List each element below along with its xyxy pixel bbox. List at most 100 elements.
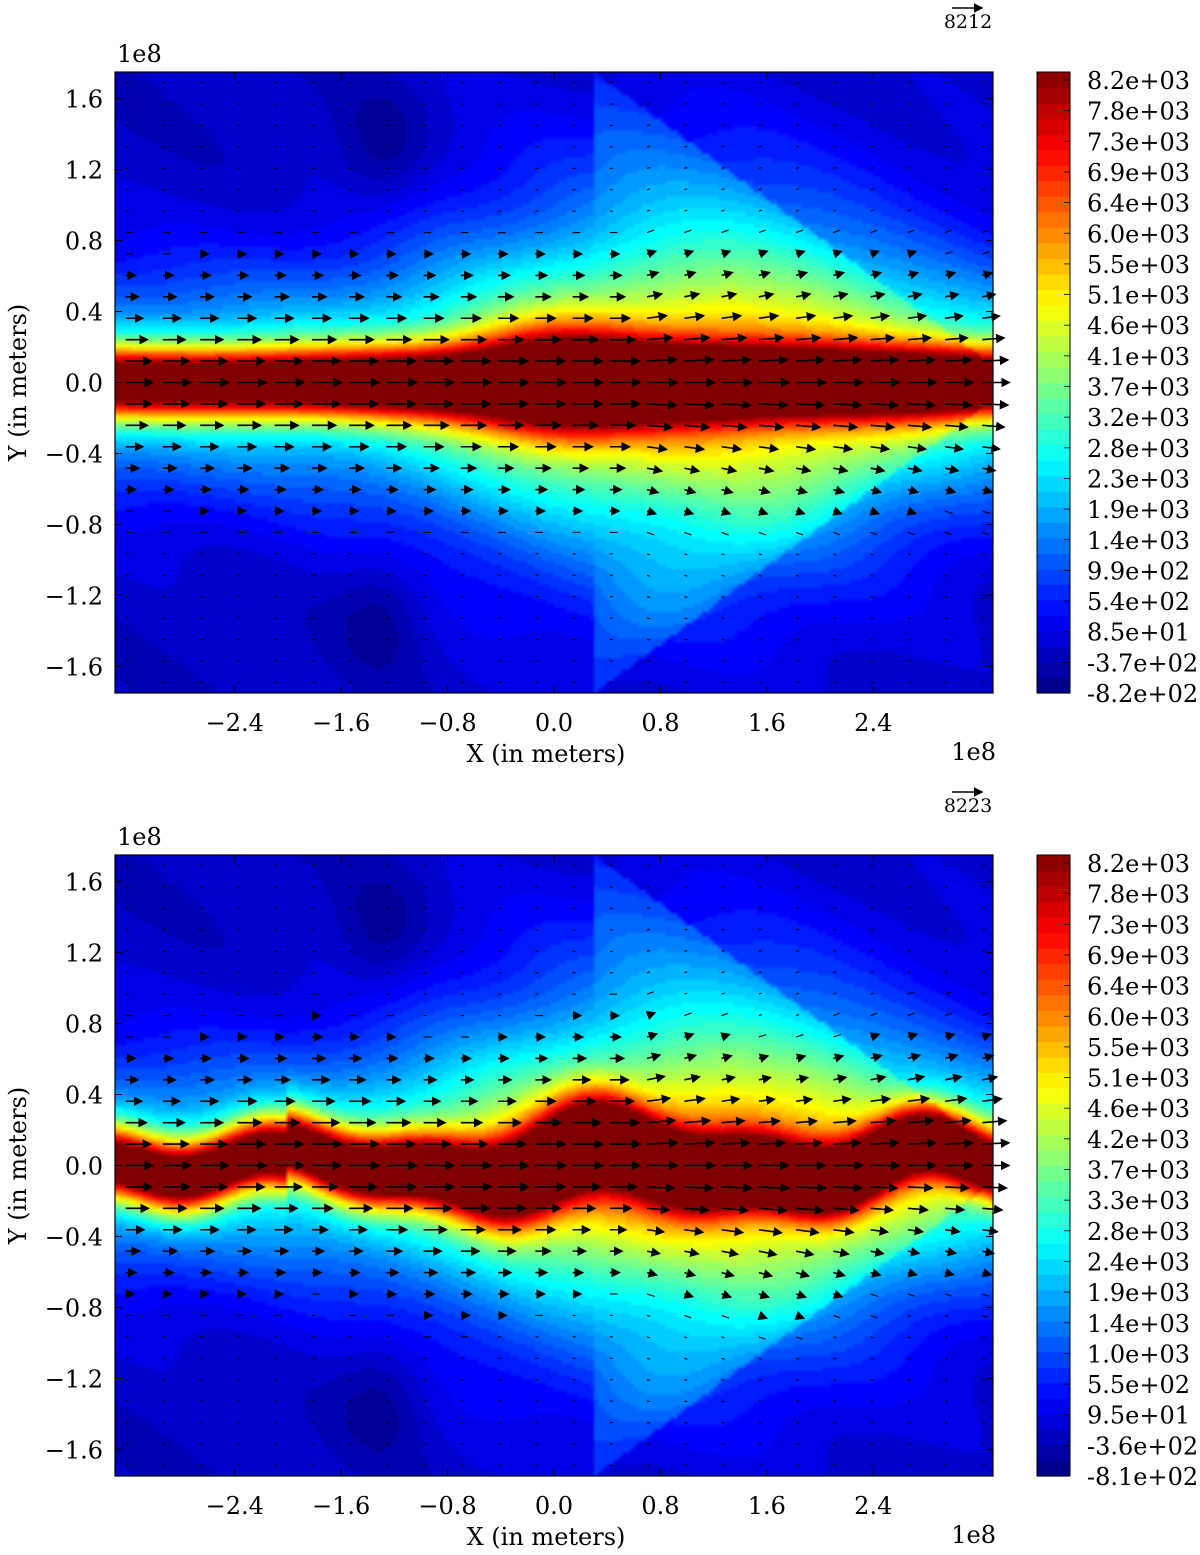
- quiver-arrow: [646, 1268, 659, 1278]
- quiver-arrow: [721, 290, 738, 301]
- quiver-arrow: [944, 1247, 958, 1257]
- colorbar-level: [1037, 87, 1070, 104]
- quiver-arrow: [833, 1336, 837, 1339]
- quiver-arrow: [870, 1293, 879, 1297]
- colorbar-level: [1037, 1413, 1070, 1431]
- quiver-arrow: [758, 1034, 767, 1038]
- quiver-arrow: [721, 464, 738, 475]
- quiver-arrow: [646, 209, 651, 212]
- quiver-arrow: [684, 269, 697, 280]
- quiver-arrow: [684, 1012, 692, 1017]
- colorbar-level: [1037, 917, 1070, 934]
- quiver-arrow: [646, 971, 651, 974]
- quiver-arrow: [833, 333, 859, 344]
- quiver-arrow: [982, 1357, 986, 1360]
- quiver-arrow: [646, 1357, 651, 1360]
- quiver-arrow: [944, 574, 949, 577]
- colorbar-level: [1037, 1460, 1070, 1477]
- quiver-arrow: [870, 531, 878, 536]
- quiver-arrow: [982, 1116, 1008, 1127]
- colorbar-level: [1037, 1320, 1070, 1337]
- quiver-arrow: [870, 574, 874, 577]
- quiver-arrow: [833, 1268, 847, 1279]
- quiver-arrow: [907, 291, 923, 301]
- quiver-arrow: [982, 1225, 999, 1236]
- quiver-arrow: [796, 145, 800, 148]
- colorbar-level: [1037, 1398, 1070, 1415]
- quiver-arrow: [870, 1357, 874, 1360]
- colorbar-tick-label: 2.4e+03: [1087, 1248, 1190, 1276]
- quiver-arrow: [907, 145, 911, 148]
- quiver-arrow: [684, 167, 688, 169]
- colorbar-level: [1037, 677, 1070, 694]
- quiver-arrow: [684, 531, 692, 536]
- quiver-arrow: [795, 1034, 804, 1038]
- colorbar-tick-label: 2.3e+03: [1087, 465, 1190, 493]
- colorbar-level: [1037, 444, 1070, 461]
- x-tick-label: 0.8: [641, 709, 679, 737]
- quiver-arrow: [684, 1226, 705, 1236]
- quiver-arrow: [945, 145, 949, 148]
- quiver-arrow: [684, 1400, 688, 1403]
- x-scale-factor: 1e8: [951, 1521, 996, 1549]
- quiver-arrow: [945, 399, 973, 410]
- quiver-arrow: [646, 485, 660, 496]
- quiver-arrow: [796, 443, 817, 453]
- colorbar-tick-label: 6.9e+03: [1087, 942, 1190, 970]
- quiver-arrow: [870, 464, 886, 474]
- quiver-arrow: [944, 291, 960, 301]
- quiver-arrow: [833, 145, 837, 148]
- colorbar-level: [1037, 289, 1070, 306]
- colorbar-level: [1037, 1351, 1070, 1368]
- quiver-arrow: [721, 1205, 750, 1215]
- quiver-arrow: [647, 421, 674, 432]
- quiver-arrow: [758, 229, 766, 234]
- colorbar-tick-label: 7.8e+03: [1087, 98, 1190, 126]
- colorbar-tick-label: 9.9e+02: [1087, 557, 1190, 585]
- x-axis-label: X (in meters): [467, 740, 626, 768]
- quiver-arrow: [944, 971, 949, 974]
- quiver-arrow: [683, 1289, 695, 1299]
- quiver-arrow: [647, 1400, 651, 1403]
- quiver-arrow: [907, 617, 911, 620]
- quiver-arrow: [795, 1357, 800, 1360]
- colorbar-level: [1037, 1025, 1070, 1042]
- quiver-arrow: [945, 355, 973, 366]
- quiver-arrow: [982, 312, 1001, 322]
- colorbar-tick-label: 8.5e+01: [1087, 619, 1190, 647]
- quiver-arrow: [982, 229, 989, 234]
- quiver-arrow: [869, 506, 881, 516]
- quiver-arrow: [721, 574, 725, 577]
- colorbar-level: [1037, 227, 1070, 244]
- x-tick-label: −0.8: [418, 709, 476, 737]
- quiver-arrow: [758, 1074, 772, 1084]
- quiver-arrow: [795, 950, 800, 952]
- quiver-arrow: [647, 1116, 677, 1126]
- quiver-arrow: [721, 443, 743, 454]
- quiver-arrow: [646, 950, 651, 952]
- y-tick-label: −0.8: [45, 511, 103, 539]
- quiver-arrow: [721, 485, 734, 496]
- quiver-arrow: [720, 249, 732, 259]
- quiver-arrow: [796, 1116, 819, 1127]
- quiver-arrow: [721, 333, 748, 344]
- quiver-arrow: [982, 355, 1010, 366]
- quiver-arrow: [758, 145, 762, 148]
- quiver-arrow: [647, 1226, 666, 1236]
- y-tick-label: 1.2: [65, 940, 103, 968]
- quiver-arrow: [721, 1357, 725, 1360]
- quiver-arrow: [796, 1400, 800, 1403]
- quiver-arrow: [684, 311, 706, 322]
- quiver-key-label: 8212: [944, 11, 992, 33]
- quiver-arrow: [833, 400, 863, 410]
- quiver-arrow: [684, 574, 688, 577]
- quiver-arrow: [982, 617, 986, 620]
- quiver-arrow: [944, 188, 949, 191]
- colorbar: 8.2e+03 7.8e+037.3e+03 6.9e+03 6.4e+036.0e+…: [1036, 67, 1198, 708]
- quiver-arrow: [982, 1204, 1004, 1215]
- quiver-arrow: [758, 290, 775, 301]
- colorbar-tick-label: 1.4e+03: [1087, 1310, 1190, 1338]
- colorbar-tick-label: 3.7e+03: [1087, 374, 1190, 402]
- colorbar-level: [1037, 932, 1070, 949]
- quiver-arrow: [684, 485, 697, 496]
